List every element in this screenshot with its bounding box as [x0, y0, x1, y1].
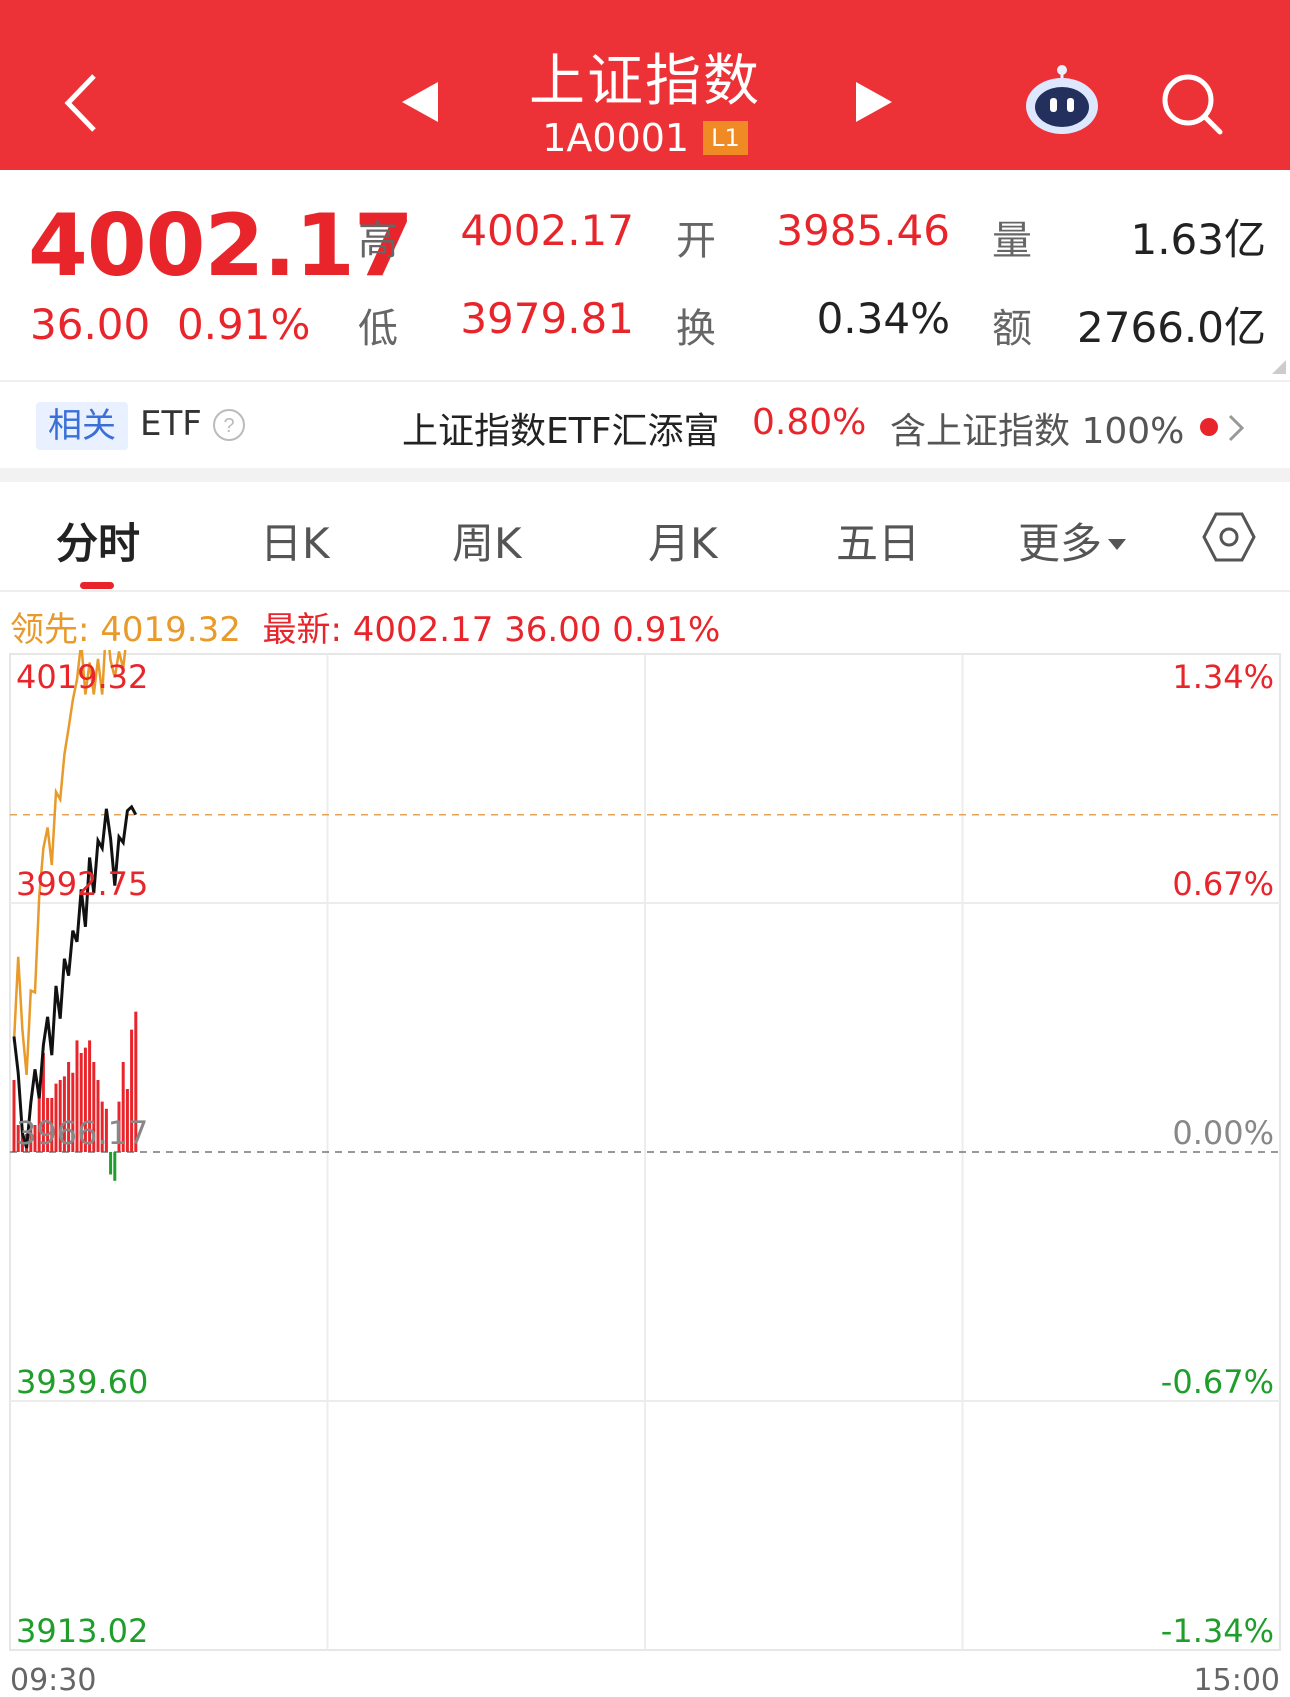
volume-bars [12, 1011, 138, 1181]
latest-value: 最新: 4002.17 36.00 0.91% [262, 610, 721, 650]
high-value: 4002.17 [460, 206, 634, 255]
y-tick-right: 0.00% [1172, 1114, 1274, 1152]
y-tick-right: 0.67% [1172, 865, 1274, 903]
y-tick-left: 3966.17 [16, 1114, 148, 1152]
axis-labels: 4019.32 1.34% 3992.75 0.67% 3966.17 0.00% 3939… [10, 658, 1280, 1697]
intraday-chart[interactable]: 4019.32 1.34% 3992.75 0.67% 3966.17 0.00% 3939… [0, 650, 1290, 1697]
lead-series-line [12, 650, 127, 1076]
lead-value: 领先: 4019.32 [10, 610, 241, 650]
x-tick-end: 15:00 [1194, 1663, 1280, 1697]
turnover-label: 换 [676, 306, 716, 352]
turnover-value: 0.34% [816, 294, 950, 343]
amount-value: 2766.0亿 [1077, 303, 1266, 352]
related-tag: 相关 [36, 402, 128, 450]
price-series-line [12, 804, 138, 1149]
tab-five-day[interactable]: 五日 [836, 519, 921, 568]
tab-daily-k[interactable]: 日K [260, 519, 330, 568]
tab-weekly-k[interactable]: 周K [452, 519, 522, 568]
open-label: 开 [676, 218, 716, 264]
y-tick-left: 3992.75 [16, 865, 148, 903]
notification-dot-icon [1200, 418, 1218, 436]
expand-corner-icon[interactable] [1272, 360, 1286, 374]
current-price: 4002.17 [28, 196, 414, 296]
high-label: 高 [358, 218, 398, 264]
back-arrow-icon[interactable] [60, 68, 106, 138]
help-icon[interactable]: ? [212, 408, 246, 442]
volume-label: 量 [992, 218, 1032, 264]
prev-stock-icon[interactable] [402, 82, 438, 122]
next-stock-icon[interactable] [856, 82, 892, 122]
chart-grid [9, 653, 1281, 1651]
y-tick-left: 3913.02 [16, 1612, 148, 1650]
etf-name[interactable]: 上证指数ETF汇添富 [402, 411, 720, 452]
low-value: 3979.81 [460, 294, 634, 343]
y-tick-left: 4019.32 [16, 658, 148, 696]
price-change: 36.00 0.91% [30, 300, 311, 349]
chevron-right-icon[interactable] [1226, 410, 1248, 446]
tab-intraday[interactable]: 分时 [56, 519, 141, 568]
tab-monthly-k[interactable]: 月K [648, 519, 718, 568]
y-tick-right: -1.34% [1161, 1612, 1274, 1650]
chevron-down-icon [1108, 539, 1127, 550]
low-label: 低 [358, 306, 398, 352]
y-tick-left: 3939.60 [16, 1363, 148, 1401]
section-gap [0, 468, 1290, 482]
search-icon[interactable] [1160, 72, 1226, 138]
amount-label: 额 [992, 306, 1032, 352]
open-value: 3985.46 [776, 206, 950, 255]
robot-assistant-icon[interactable] [1024, 62, 1100, 136]
volume-value: 1.63亿 [1130, 215, 1266, 264]
level-badge: L1 [703, 121, 748, 155]
tab-more[interactable]: 更多 [1018, 510, 1127, 571]
svg-text:?: ? [223, 415, 234, 437]
etf-change-pct: 0.80% [752, 402, 867, 443]
settings-icon[interactable] [1202, 510, 1256, 564]
etf-label: ETF [140, 404, 202, 444]
etf-holding: 含上证指数 100% [890, 411, 1185, 452]
chart-tabs [0, 482, 1290, 592]
x-tick-start: 09:30 [10, 1663, 96, 1697]
divider [0, 380, 1290, 382]
y-tick-right: 1.34% [1172, 658, 1274, 696]
chart-legend: 领先: 4019.32 最新: 4002.17 36.00 0.91% [10, 602, 720, 651]
stock-code: 1A0001 L1 [420, 116, 870, 160]
quote-panel [0, 170, 1290, 380]
stock-title: 上证指数 [529, 49, 761, 114]
active-tab-indicator [80, 582, 114, 589]
y-tick-right: -0.67% [1161, 1363, 1274, 1401]
